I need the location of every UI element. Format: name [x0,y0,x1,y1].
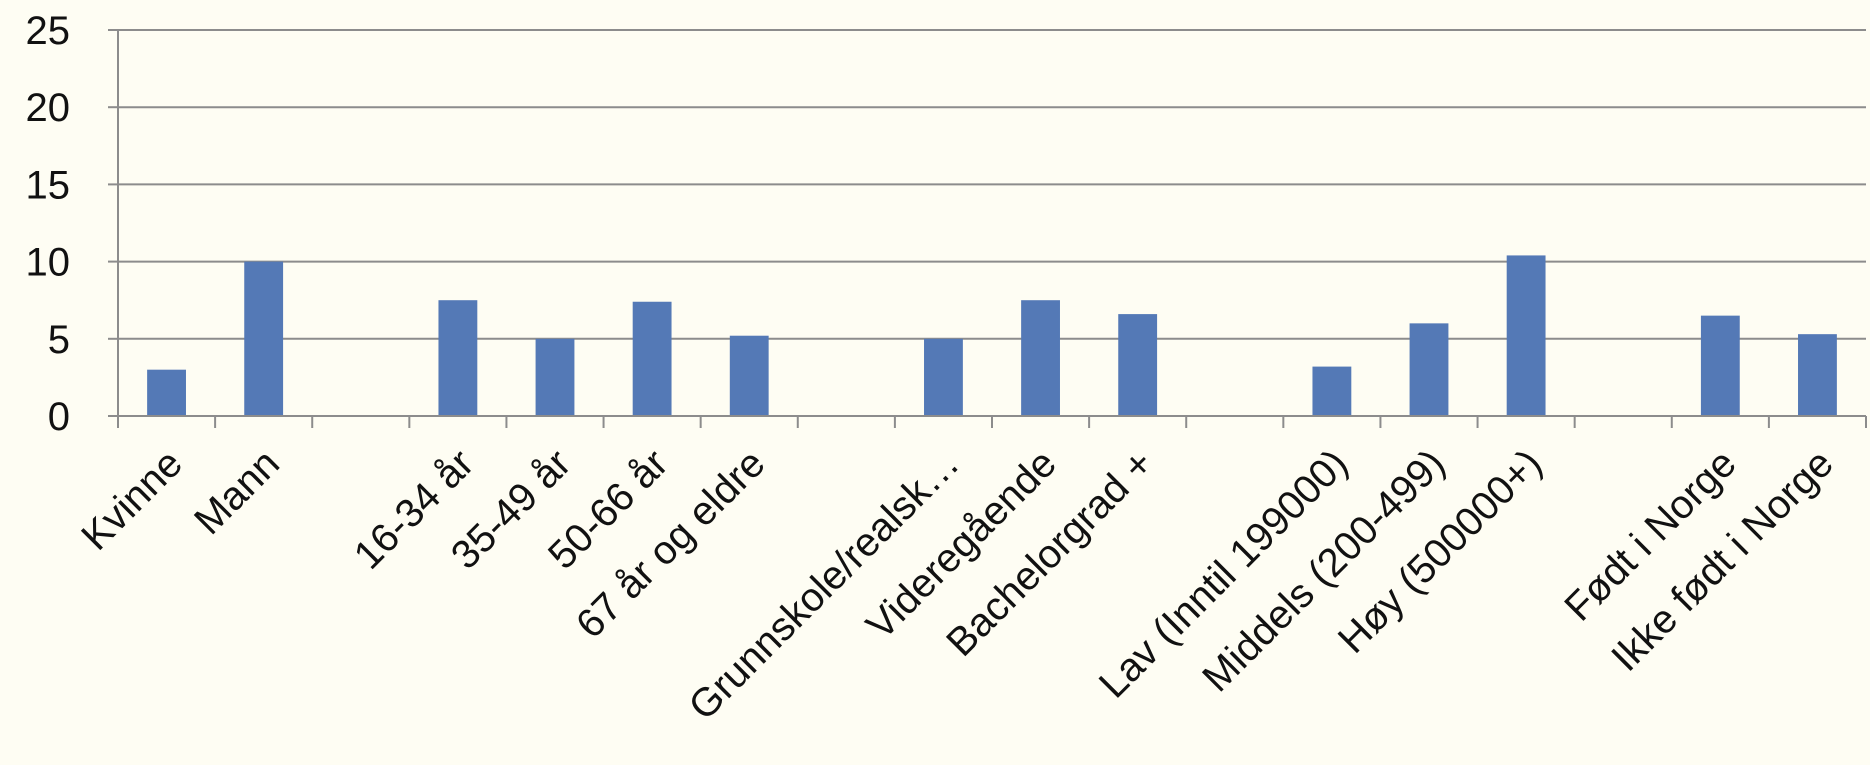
bar [244,261,284,416]
bar [147,369,186,416]
bar [535,338,575,416]
y-tick-label: 25 [26,9,71,53]
bar [438,300,478,416]
bars [147,255,1837,416]
bar [632,301,672,416]
y-tick-label: 20 [26,86,71,130]
bar [1312,366,1352,416]
gridlines [108,29,1866,417]
axes [117,30,1867,428]
bar [1118,314,1158,416]
bar [1409,323,1449,416]
bar [1798,334,1837,416]
bar [924,338,963,416]
y-tick-label: 0 [48,395,70,439]
bar [729,335,769,416]
bar [1506,255,1546,416]
y-tick-label: 5 [48,318,70,362]
bar [1021,300,1060,416]
y-tick-label: 15 [26,163,71,207]
bar [1700,315,1740,416]
y-tick-label: 10 [26,241,71,285]
y-axis-ticks: 0 5 10 15 20 25 [26,9,71,439]
